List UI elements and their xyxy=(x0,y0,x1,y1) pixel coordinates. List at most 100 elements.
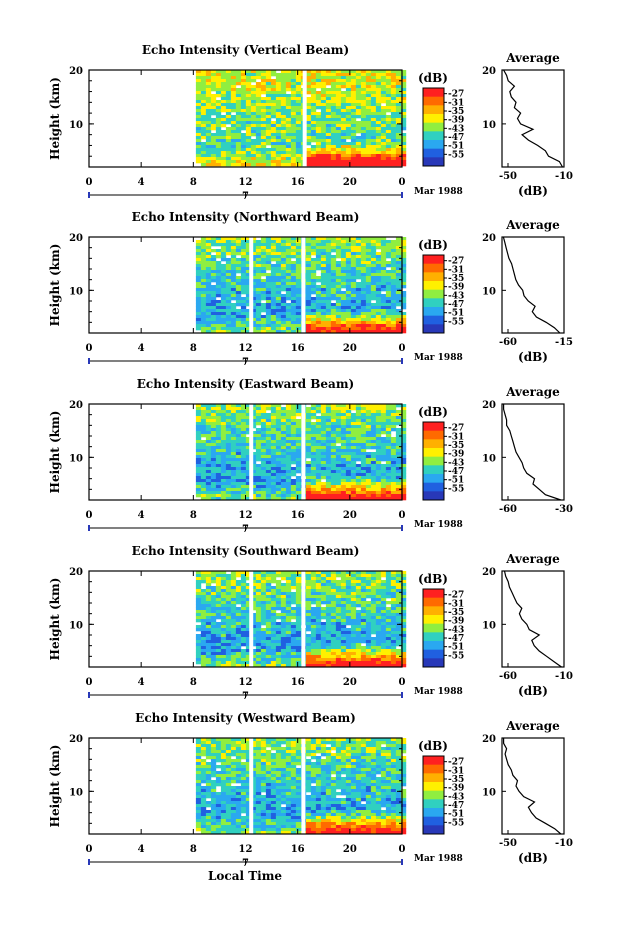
intensity-cell xyxy=(355,494,362,498)
intensity-cell xyxy=(305,425,312,429)
intensity-cell xyxy=(325,100,332,104)
intensity-cell xyxy=(195,589,202,593)
intensity-cell xyxy=(365,485,372,489)
intensity-cell xyxy=(290,434,297,438)
intensity-cell xyxy=(335,407,342,411)
intensity-cell xyxy=(265,142,272,146)
intensity-cell xyxy=(395,327,402,331)
intensity-cell xyxy=(230,428,237,432)
intensity-cell xyxy=(385,452,392,456)
intensity-cell xyxy=(250,613,257,617)
intensity-cell xyxy=(315,592,322,596)
intensity-cell xyxy=(325,315,332,319)
intensity-cell xyxy=(235,410,242,414)
intensity-cell xyxy=(355,294,362,298)
intensity-cell xyxy=(275,643,282,647)
intensity-cell xyxy=(375,282,382,286)
intensity-cell xyxy=(270,321,277,325)
intensity-cell xyxy=(310,479,317,483)
intensity-cell xyxy=(260,285,267,289)
intensity-cell xyxy=(340,282,347,286)
intensity-cell xyxy=(230,318,237,322)
intensity-cell xyxy=(340,112,347,116)
intensity-cell xyxy=(340,455,347,459)
intensity-cell xyxy=(345,85,352,89)
intensity-cell xyxy=(335,154,342,158)
colorbar-label: -39 xyxy=(448,283,464,293)
intensity-cell xyxy=(235,571,242,575)
y-axis-label: Height (km) xyxy=(48,77,62,160)
intensity-cell xyxy=(375,142,382,146)
intensity-cell xyxy=(375,88,382,92)
intensity-cell xyxy=(395,264,402,268)
intensity-cell xyxy=(315,658,322,662)
intensity-cell xyxy=(315,589,322,593)
intensity-cell xyxy=(200,294,207,298)
intensity-cell xyxy=(395,330,402,334)
intensity-cell xyxy=(225,285,232,289)
intensity-cell xyxy=(365,82,372,86)
intensity-cell xyxy=(230,640,237,644)
intensity-cell xyxy=(215,270,222,274)
intensity-cell xyxy=(270,592,277,596)
intensity-cell xyxy=(325,261,332,265)
intensity-cell xyxy=(395,473,402,477)
colorbar-segment xyxy=(423,140,444,150)
intensity-cell xyxy=(350,434,357,438)
intensity-cell xyxy=(280,613,287,617)
intensity-cell xyxy=(255,497,262,501)
intensity-cell xyxy=(195,404,202,408)
intensity-cell xyxy=(400,321,407,325)
intensity-cell xyxy=(345,282,352,286)
intensity-cell xyxy=(285,664,292,668)
intensity-cell xyxy=(280,434,287,438)
intensity-cell xyxy=(280,154,287,158)
intensity-cell xyxy=(345,452,352,456)
profile-line xyxy=(503,404,562,501)
intensity-cell xyxy=(230,327,237,331)
intensity-cell xyxy=(330,312,337,316)
intensity-cell xyxy=(330,309,337,313)
intensity-cell xyxy=(305,261,312,265)
intensity-cell xyxy=(245,148,252,152)
intensity-cell xyxy=(305,321,312,325)
intensity-cell xyxy=(205,431,212,435)
intensity-cell xyxy=(295,261,302,265)
intensity-cell xyxy=(370,288,377,292)
intensity-cell xyxy=(195,157,202,161)
intensity-cell xyxy=(385,282,392,286)
intensity-cell xyxy=(250,115,257,119)
intensity-cell xyxy=(295,252,302,256)
intensity-cell xyxy=(365,76,372,80)
intensity-cell xyxy=(220,497,227,501)
intensity-cell xyxy=(275,100,282,104)
intensity-cell xyxy=(350,288,357,292)
profile-y-tick-label: 10 xyxy=(482,120,496,131)
intensity-cell xyxy=(400,437,407,441)
intensity-cell xyxy=(270,613,277,617)
intensity-cell xyxy=(250,404,257,408)
intensity-cell xyxy=(280,327,287,331)
intensity-cell xyxy=(355,94,362,98)
intensity-cell xyxy=(245,115,252,119)
intensity-cell xyxy=(265,70,272,74)
intensity-cell xyxy=(315,577,322,581)
intensity-cell xyxy=(320,440,327,444)
intensity-cell xyxy=(325,157,332,161)
intensity-cell xyxy=(305,303,312,307)
intensity-cell xyxy=(255,604,262,608)
intensity-cell xyxy=(345,476,352,480)
intensity-cell xyxy=(240,491,247,495)
intensity-cell xyxy=(310,571,317,575)
intensity-cell xyxy=(230,109,237,113)
intensity-cell xyxy=(290,103,297,107)
intensity-cell xyxy=(380,416,387,420)
intensity-cell xyxy=(230,449,237,453)
intensity-cell xyxy=(275,273,282,277)
intensity-cell xyxy=(195,446,202,450)
intensity-cell xyxy=(215,154,222,158)
intensity-cell xyxy=(375,139,382,143)
intensity-cell xyxy=(365,431,372,435)
intensity-cell xyxy=(235,413,242,417)
intensity-cell xyxy=(205,428,212,432)
